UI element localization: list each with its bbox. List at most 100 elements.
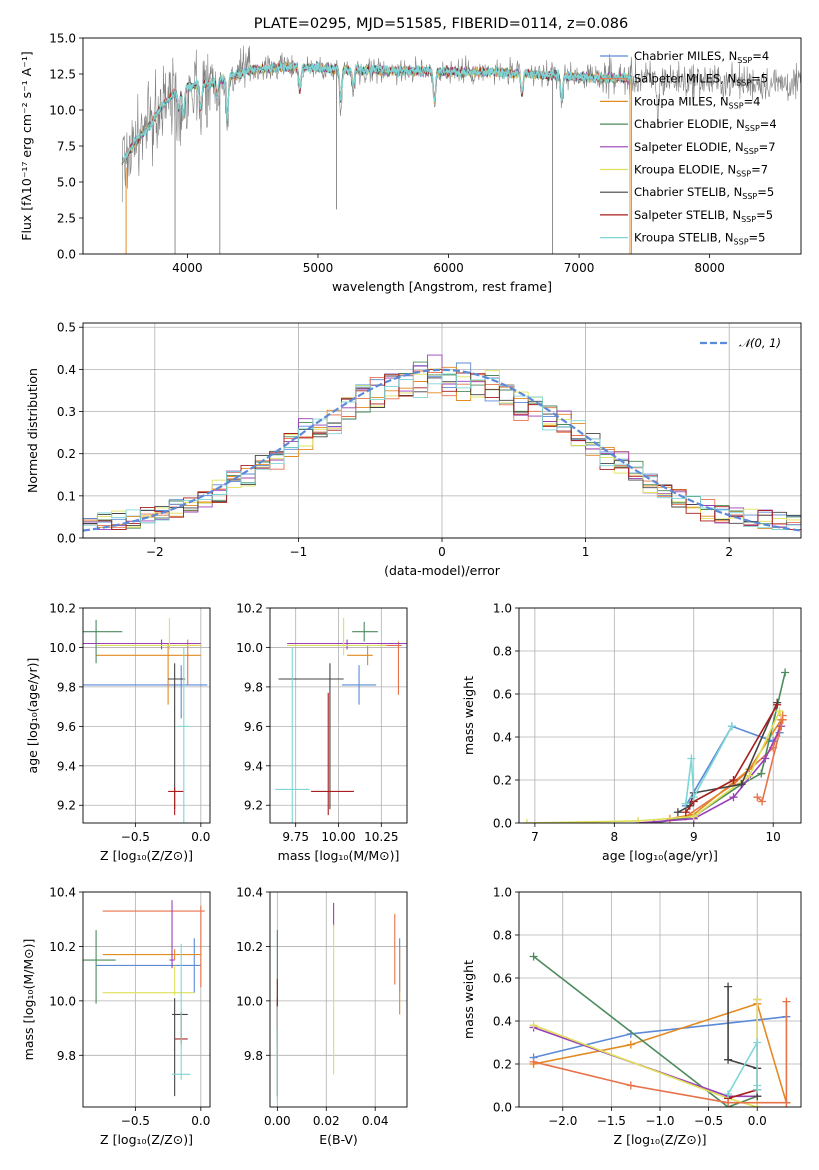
- errorbar-point: [83, 930, 116, 1004]
- plot-area: [522, 668, 790, 823]
- y-tick-label: 0.4: [493, 1015, 512, 1029]
- plot-area: [275, 617, 407, 823]
- legend-value: =4: [752, 49, 769, 63]
- errorbar-point: [102, 905, 205, 988]
- errorbar-point: [278, 663, 344, 810]
- series-marker: [689, 812, 698, 821]
- x-tick-label: −0.5: [121, 1114, 150, 1128]
- plot-area: [83, 354, 801, 538]
- y-tick-label: 0.1: [57, 489, 76, 503]
- legend-entry: Kroupa MILES, NSSP=4: [634, 94, 760, 110]
- series-marker: [724, 1090, 733, 1099]
- series-marker: [753, 995, 762, 1004]
- legend: 𝒩(0, 1): [700, 336, 781, 350]
- y-tick-label: 0.3: [57, 405, 76, 419]
- errorbar-point: [97, 617, 203, 650]
- y-tick-label: 0.0: [493, 1101, 512, 1115]
- y-tick-label: 1.0: [493, 602, 512, 616]
- errorbar-point: [341, 665, 377, 705]
- y-tick-label: 15.0: [49, 32, 76, 46]
- y-tick-label: 9.8: [244, 1049, 263, 1063]
- series-marker: [689, 793, 698, 802]
- legend-sub: SSP: [736, 79, 751, 88]
- series-marker: [724, 1055, 733, 1064]
- series-line: [669, 719, 782, 820]
- y-tick-label: 0.2: [493, 774, 512, 788]
- x-axis-label: age [log₁₀(age/yr)]: [602, 848, 718, 863]
- x-tick-label: 0: [438, 545, 446, 559]
- series-marker: [775, 707, 784, 716]
- x-tick-label: 0.0: [191, 1114, 210, 1128]
- y-tick-label: 0.2: [493, 1058, 512, 1072]
- residual-histogram: [83, 373, 801, 538]
- x-axis-label: (data-model)/error: [384, 563, 501, 578]
- plot-area: [83, 617, 208, 823]
- legend-sub: SSP: [729, 101, 744, 110]
- series-marker: [753, 1085, 762, 1094]
- residual-histogram: [83, 369, 801, 538]
- y-tick-label: 10.2: [236, 940, 263, 954]
- legend-label: Salpeter MILES, N: [634, 72, 736, 86]
- series-line: [533, 955, 758, 1107]
- series-marker: [681, 799, 690, 808]
- axes-frame: [269, 891, 408, 1108]
- errorbar-point: [169, 900, 175, 969]
- legend-entry: Chabrier ELODIE, NSSP=4: [634, 117, 777, 133]
- y-tick-label: 10.2: [49, 940, 76, 954]
- y-tick-label: 9.8: [57, 680, 76, 694]
- legend-sub: SSP: [745, 124, 760, 133]
- series-marker: [687, 754, 696, 763]
- errorbar-point: [172, 998, 188, 1097]
- mass-weight-series: [753, 715, 787, 806]
- y-axis-label: Flux [fλ10⁻¹⁷ erg cm⁻² s⁻¹ A⁻¹]: [19, 51, 34, 240]
- panel-mass_vs_EBV: 0.00 0.02 0.04 9.8 10.0 10.2 10.4 E(B-V): [236, 886, 408, 1147]
- errorbar-point: [83, 639, 201, 650]
- x-tick-label: −2.0: [548, 1114, 577, 1128]
- series-marker: [729, 776, 738, 784]
- series-line: [685, 725, 733, 804]
- y-tick-label: 9.4: [244, 759, 263, 773]
- y-tick-label: 9.2: [244, 799, 263, 813]
- errorbar-point: [83, 665, 208, 719]
- x-axis-label: mass [log₁₀(M/M⊙)]: [278, 848, 400, 863]
- errorbar-point: [172, 943, 191, 1080]
- axes: −0.5 0.0 9.8 10.0 10.2 10.4 Z [log₁₀(Z/Z⊙)] mas…: [21, 886, 211, 1147]
- plot-area: [276, 902, 401, 1102]
- axes: 7 8 9 10 0.0 0.2 0.4 0.6 0.8 1.0 age [log₁₀(age/yr…: [461, 602, 802, 863]
- axes-frame: [269, 607, 408, 824]
- mass-weight-series: [522, 707, 787, 823]
- legend-sub: SSP: [737, 56, 752, 65]
- errorbar-point: [102, 949, 201, 961]
- errorbar-point: [287, 639, 407, 650]
- x-tick-label: −1: [290, 545, 308, 559]
- series-line: [727, 1089, 758, 1100]
- series-marker: [727, 722, 736, 731]
- y-tick-label: 10.2: [236, 602, 263, 616]
- series-marker: [626, 1040, 635, 1049]
- legend-label: Salpeter ELODIE, N: [634, 140, 744, 154]
- errorbar-point: [96, 938, 201, 993]
- x-axis-label: Z [log₁₀(Z/Z⊙)]: [100, 1132, 193, 1147]
- series-marker: [737, 780, 746, 789]
- series-line: [533, 1002, 788, 1103]
- axes: 4000 5000 6000 7000 8000 0.0 2.5 5.0 7.5 10.0 12.5…: [19, 32, 802, 294]
- errorbar-point: [83, 619, 123, 664]
- x-tick-label: 5000: [303, 261, 334, 275]
- legend-entry: Salpeter MILES, NSSP=5: [634, 72, 768, 88]
- residual-histogram: [83, 354, 801, 538]
- x-tick-label: −2: [146, 545, 164, 559]
- normal-curve: [83, 368, 801, 532]
- x-tick-label: −1.0: [645, 1114, 674, 1128]
- y-tick-label: 5.0: [57, 176, 76, 190]
- axes-frame: [518, 891, 802, 1108]
- axes-frame: [82, 607, 211, 824]
- series-marker: [753, 1038, 762, 1047]
- legend-value: =5: [751, 72, 768, 86]
- model-spectrum-top: [122, 61, 632, 162]
- x-tick-label: 0.00: [264, 1114, 291, 1128]
- legend-label: Kroupa MILES, N: [634, 94, 729, 108]
- panel-mass_vs_Z: −0.5 0.0 9.8 10.0 10.2 10.4 Z [log₁₀(Z/Z⊙)] mas…: [21, 886, 211, 1147]
- x-tick-label: −0.5: [121, 830, 150, 844]
